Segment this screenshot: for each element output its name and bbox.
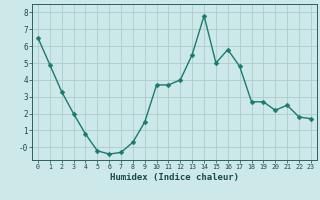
X-axis label: Humidex (Indice chaleur): Humidex (Indice chaleur) [110,173,239,182]
